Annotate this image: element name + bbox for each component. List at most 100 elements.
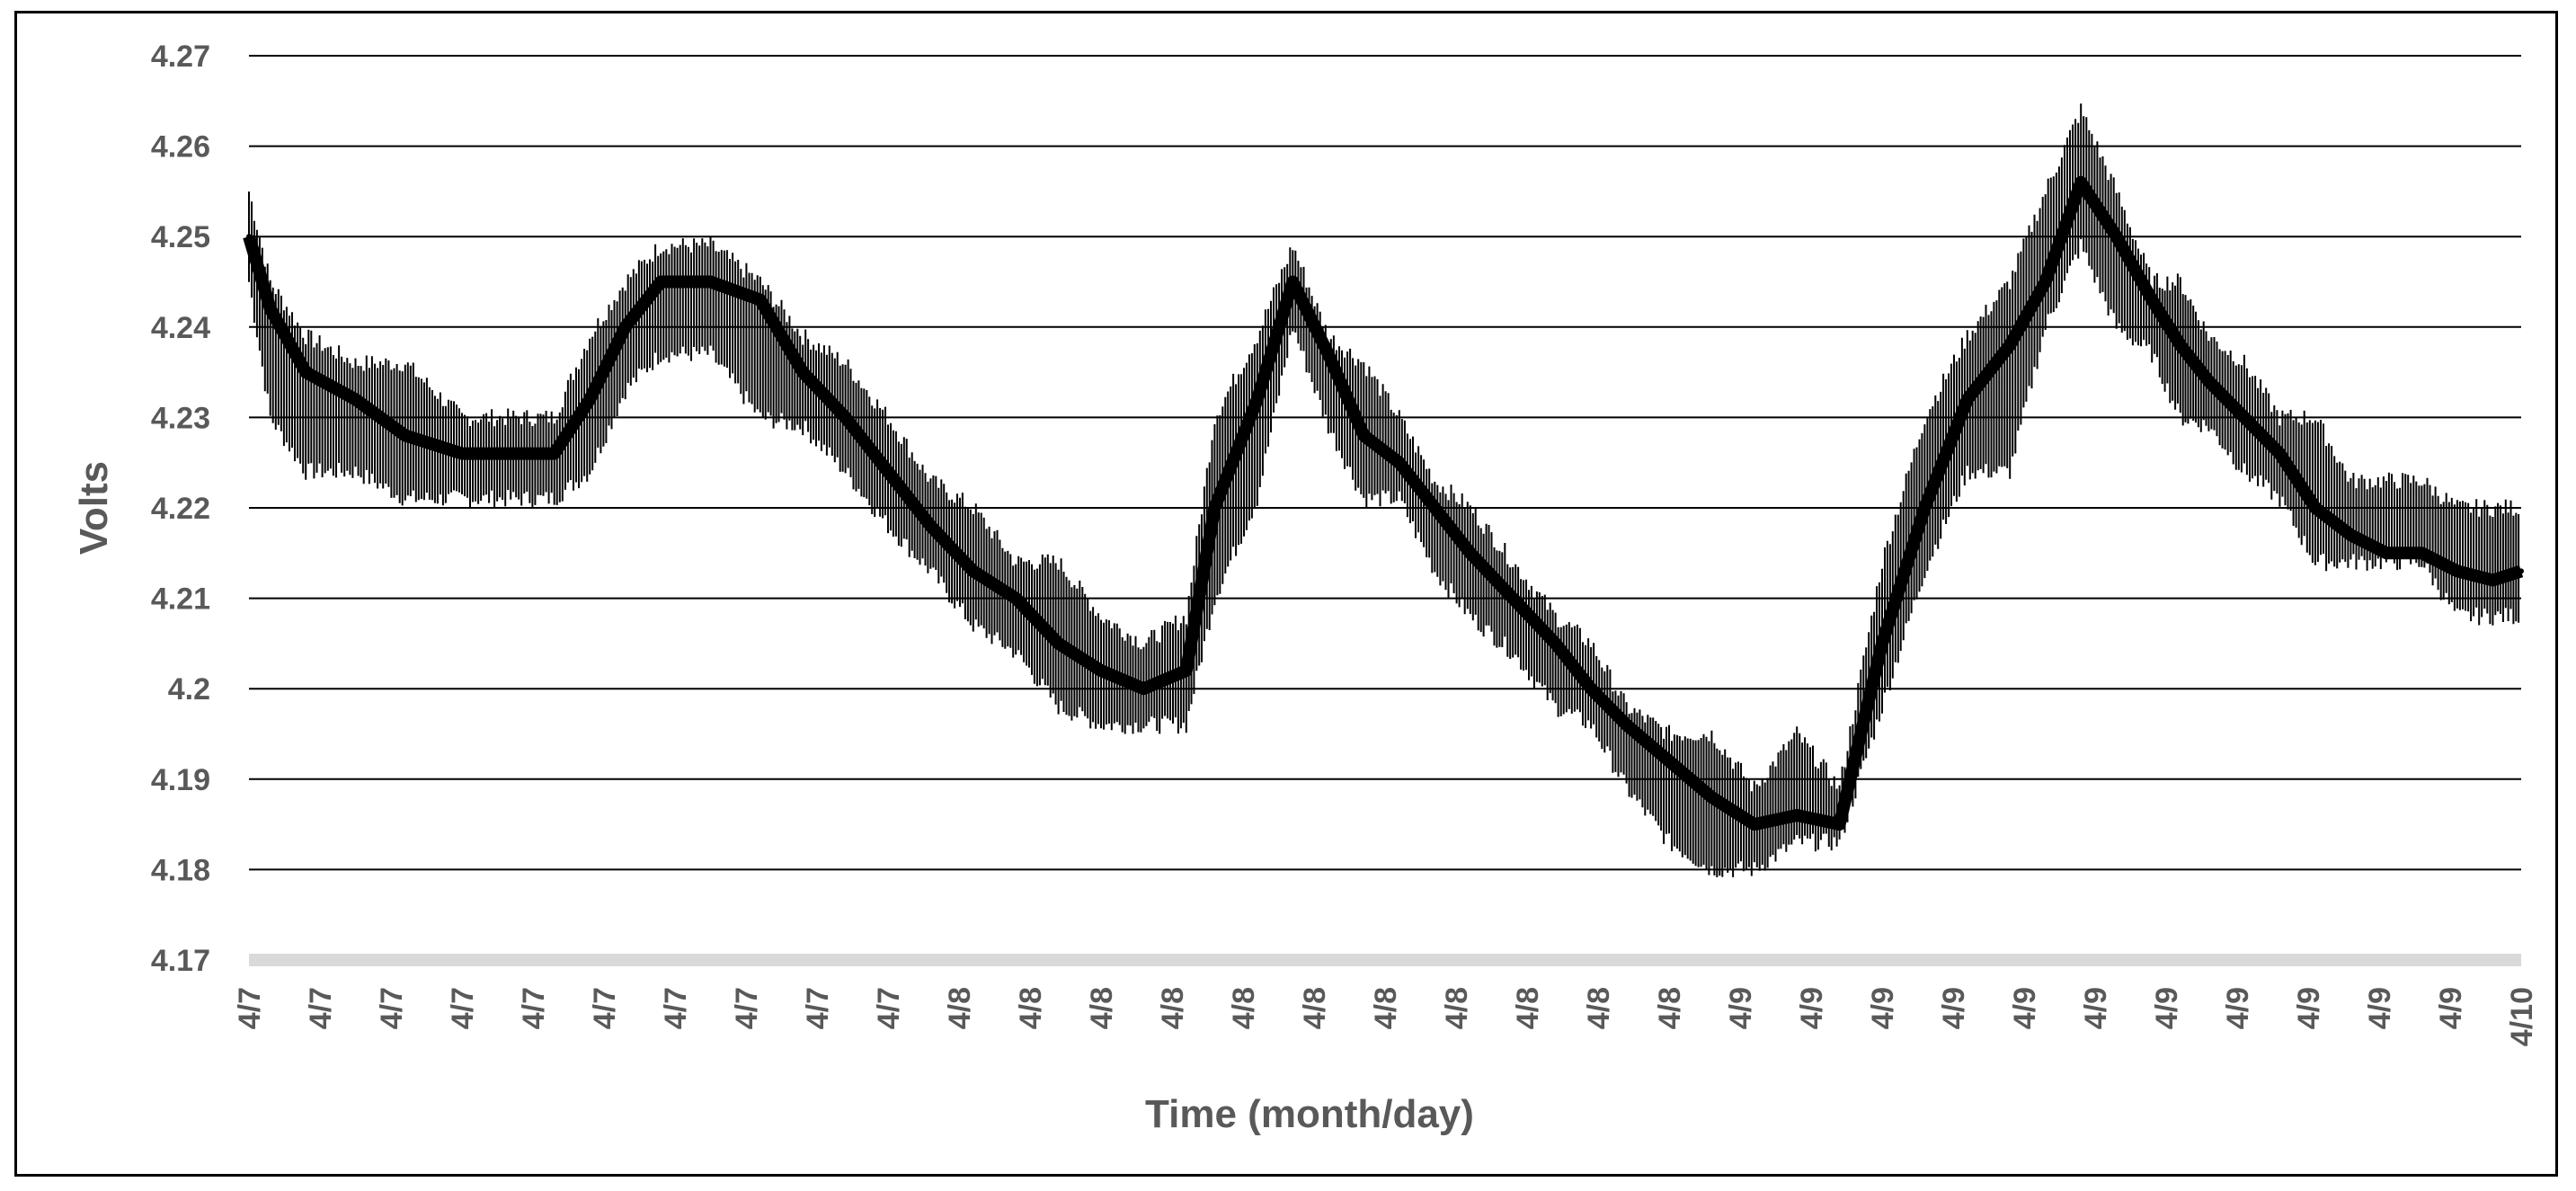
data-point [1254, 396, 1260, 403]
data-point [1013, 595, 1019, 601]
data-point [1623, 722, 1630, 728]
data-point [2149, 297, 2155, 303]
data-point [587, 396, 593, 403]
x-tick-label: 4/9 [1795, 987, 1829, 1029]
x-tick-label: 4/9 [1724, 987, 1758, 1029]
x-tick-label: 4/7 [730, 987, 764, 1029]
x-tick-label: 4/7 [588, 987, 622, 1029]
data-point [800, 369, 806, 376]
x-tick-label: 4/7 [517, 987, 551, 1029]
data-point [2078, 179, 2084, 185]
data-point [516, 450, 522, 457]
y-tick-label: 4.17 [151, 944, 210, 978]
data-point [885, 468, 891, 475]
data-point [658, 279, 664, 285]
x-tick-label: 4/9 [2221, 987, 2255, 1029]
data-point [970, 568, 976, 574]
x-tick-label: 4/7 [304, 987, 338, 1029]
data-point [2007, 342, 2013, 348]
data-point [1552, 640, 1559, 646]
y-tick-label: 4.2 [168, 672, 210, 707]
data-point [2348, 532, 2354, 538]
voltage-noise-band [248, 103, 2520, 877]
data-point [267, 306, 273, 312]
x-tick-label: 4/8 [1156, 987, 1190, 1029]
data-point [2241, 414, 2247, 421]
x-tick-label: 4/9 [1937, 987, 1971, 1029]
y-tick-label: 4.23 [151, 401, 210, 435]
x-tick-labels: 4/7 4/7 4/7 4/7 4/7 4/7 4/7 4/7 4/7 4/7 4/8 4/8 4/8 4… [233, 987, 2539, 1046]
data-point [2419, 550, 2425, 556]
x-tick-label: 4/8 [1227, 987, 1261, 1029]
x-tick-label: 4/9 [2079, 987, 2113, 1029]
x-tick-label: 4/8 [1369, 987, 1403, 1029]
x-tick-label: 4/9 [2363, 987, 2397, 1029]
x-tick-label: 4/7 [659, 987, 693, 1029]
data-point [352, 396, 359, 403]
data-point [1879, 640, 1885, 646]
voltage-chart: 4.27 4.26 4.25 4.24 4.23 4.22 4.21 4.2 4.19 4.18 4… [72, 40, 2539, 1136]
data-point [459, 450, 465, 457]
data-point [1588, 686, 1594, 692]
y-tick-label: 4.22 [151, 492, 210, 526]
data-point [2177, 342, 2183, 348]
data-point [1396, 459, 1402, 466]
data-point [2206, 378, 2212, 385]
data-point [2113, 234, 2119, 240]
y-tick-label: 4.25 [151, 220, 210, 254]
data-point [2042, 279, 2048, 285]
data-point [1098, 668, 1104, 674]
data-point [1794, 813, 1800, 818]
data-point [1751, 822, 1757, 828]
data-point [757, 297, 763, 303]
gridlines [249, 55, 2521, 966]
data-point [2277, 450, 2283, 457]
y-tick-label: 4.26 [151, 130, 210, 164]
data-point [2490, 577, 2496, 583]
data-point [1432, 505, 1438, 511]
x-tick-label: 4/8 [1440, 987, 1474, 1029]
data-point [2383, 550, 2389, 556]
y-tick-labels: 4.27 4.26 4.25 4.24 4.23 4.22 4.21 4.2 4.19 4.18 4… [151, 40, 210, 978]
x-tick-label: 4/7 [801, 987, 835, 1029]
data-point [1510, 595, 1516, 601]
y-tick-label: 4.24 [151, 311, 210, 345]
voltage-series [243, 103, 2524, 877]
y-tick-label: 4.27 [151, 40, 210, 74]
x-tick-label: 4/9 [1866, 987, 1900, 1029]
x-tick-label: 4/9 [2434, 987, 2468, 1029]
x-tick-label: 4/7 [375, 987, 409, 1029]
data-point [1836, 822, 1843, 828]
data-point [246, 234, 252, 240]
data-point [1361, 432, 1367, 439]
data-point [707, 279, 714, 285]
x-tick-label: 4/9 [2150, 987, 2184, 1029]
data-point [622, 324, 628, 330]
x-tick-label: 4/7 [872, 987, 906, 1029]
data-point [2312, 505, 2318, 511]
data-point [1964, 396, 1970, 403]
data-point [2454, 568, 2460, 574]
data-point [1055, 640, 1061, 646]
x-tick-label: 4/8 [943, 987, 977, 1029]
data-point [1141, 686, 1147, 692]
data-point [1709, 794, 1715, 800]
x-tick-label: 4/8 [1582, 987, 1616, 1029]
x-tick-label: 4/8 [1653, 987, 1687, 1029]
x-tick-label: 4/8 [1298, 987, 1332, 1029]
x-tick-label: 4/9 [2008, 987, 2042, 1029]
data-point [402, 432, 408, 439]
data-point [928, 523, 934, 529]
data-point [1183, 668, 1189, 674]
y-tick-label: 4.18 [151, 853, 210, 887]
data-point [1325, 351, 1331, 357]
x-tick-label: 4/10 [2505, 987, 2539, 1046]
y-axis-title: Volts [72, 461, 116, 555]
x-tick-label: 4/8 [1085, 987, 1119, 1029]
x-tick-label: 4/8 [1511, 987, 1545, 1029]
x-tick-label: 4/7 [446, 987, 480, 1029]
data-point [842, 414, 848, 421]
y-tick-label: 4.21 [151, 582, 210, 617]
data-point [1666, 758, 1672, 764]
data-point [551, 450, 557, 457]
